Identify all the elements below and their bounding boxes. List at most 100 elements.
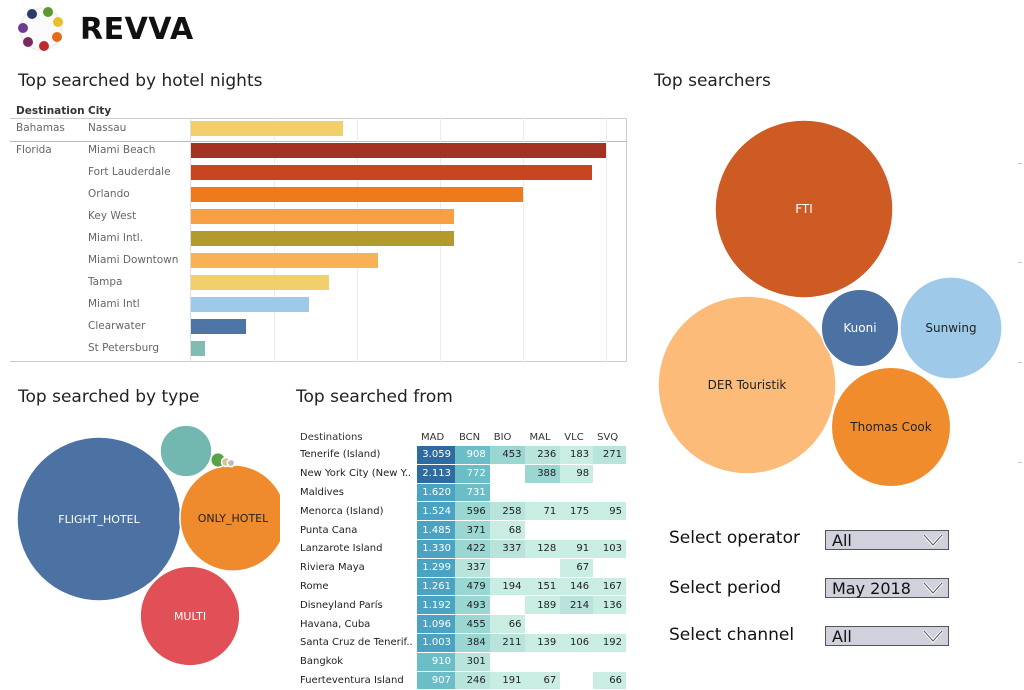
value-cell[interactable]: 907 bbox=[416, 671, 455, 690]
value-cell[interactable] bbox=[525, 614, 561, 634]
value-cell[interactable]: 301 bbox=[454, 652, 490, 672]
value-cell[interactable] bbox=[593, 520, 626, 540]
bubble[interactable] bbox=[657, 295, 837, 475]
value-cell[interactable] bbox=[593, 614, 626, 634]
value-cell[interactable]: 66 bbox=[489, 614, 526, 634]
value-cell[interactable]: 191 bbox=[489, 671, 526, 690]
value-cell[interactable]: 422 bbox=[454, 539, 490, 559]
value-cell[interactable]: 493 bbox=[454, 595, 490, 616]
value-cell[interactable] bbox=[525, 483, 561, 503]
bubble[interactable] bbox=[159, 424, 213, 478]
operator-dropdown[interactable]: All bbox=[825, 530, 949, 550]
value-cell[interactable]: 91 bbox=[560, 539, 594, 559]
value-cell[interactable]: 95 bbox=[593, 501, 626, 522]
value-cell[interactable]: 106 bbox=[560, 633, 594, 653]
value-cell[interactable]: 337 bbox=[454, 558, 490, 578]
value-cell[interactable]: 66 bbox=[593, 671, 626, 690]
hotel-nights-bar[interactable] bbox=[191, 121, 344, 136]
value-cell[interactable]: 388 bbox=[525, 464, 561, 484]
value-cell[interactable]: 1.524 bbox=[416, 501, 455, 522]
hotel-nights-bar[interactable] bbox=[191, 231, 454, 246]
value-cell[interactable] bbox=[489, 558, 526, 578]
value-cell[interactable] bbox=[489, 483, 526, 503]
value-cell[interactable] bbox=[525, 652, 561, 672]
value-cell[interactable] bbox=[593, 652, 626, 672]
bubble[interactable] bbox=[714, 119, 894, 299]
value-cell[interactable]: 1.330 bbox=[416, 539, 455, 559]
value-cell[interactable]: 192 bbox=[593, 633, 626, 653]
value-cell[interactable]: 194 bbox=[489, 577, 526, 597]
value-cell[interactable]: 71 bbox=[525, 501, 561, 522]
value-cell[interactable]: 910 bbox=[416, 652, 455, 672]
hotel-nights-bar[interactable] bbox=[191, 209, 454, 224]
hotel-nights-bar[interactable] bbox=[191, 341, 205, 356]
value-cell[interactable]: 214 bbox=[560, 595, 594, 616]
hotel-nights-bar[interactable] bbox=[191, 187, 523, 202]
value-cell[interactable]: 455 bbox=[454, 614, 490, 634]
value-cell[interactable]: 596 bbox=[454, 501, 490, 522]
value-cell[interactable] bbox=[489, 464, 526, 484]
value-cell[interactable]: 908 bbox=[454, 446, 490, 465]
value-cell[interactable]: 175 bbox=[560, 501, 594, 522]
value-cell[interactable] bbox=[593, 464, 626, 484]
bubble[interactable] bbox=[139, 565, 241, 667]
hotel-nights-bar[interactable] bbox=[191, 319, 247, 334]
value-cell[interactable]: 68 bbox=[489, 520, 526, 540]
value-cell[interactable]: 1.096 bbox=[416, 614, 455, 634]
value-cell[interactable]: 731 bbox=[454, 483, 490, 503]
hotel-nights-bar[interactable] bbox=[191, 297, 309, 312]
value-cell[interactable]: 258 bbox=[489, 501, 526, 522]
value-cell[interactable]: 146 bbox=[560, 577, 594, 597]
value-cell[interactable] bbox=[489, 595, 526, 616]
value-cell[interactable]: 1.299 bbox=[416, 558, 455, 578]
value-cell[interactable] bbox=[560, 671, 594, 690]
hotel-nights-bar[interactable] bbox=[191, 275, 330, 290]
period-dropdown[interactable]: May 2018 bbox=[825, 578, 949, 598]
value-cell[interactable]: 384 bbox=[454, 633, 490, 653]
value-cell[interactable]: 1.192 bbox=[416, 595, 455, 616]
value-cell[interactable]: 453 bbox=[489, 446, 526, 465]
bubble[interactable] bbox=[820, 288, 900, 368]
value-cell[interactable]: 2.113 bbox=[416, 464, 455, 484]
value-cell[interactable] bbox=[560, 520, 594, 540]
value-cell[interactable] bbox=[525, 520, 561, 540]
value-cell[interactable] bbox=[593, 558, 626, 578]
value-cell[interactable] bbox=[560, 652, 594, 672]
value-cell[interactable]: 136 bbox=[593, 595, 626, 616]
value-cell[interactable]: 67 bbox=[525, 671, 561, 690]
value-cell[interactable]: 3.059 bbox=[416, 446, 455, 465]
bubble[interactable] bbox=[830, 366, 952, 488]
value-cell[interactable] bbox=[525, 558, 561, 578]
channel-dropdown[interactable]: All bbox=[825, 626, 949, 646]
value-cell[interactable]: 103 bbox=[593, 539, 626, 559]
value-cell[interactable]: 151 bbox=[525, 577, 561, 597]
value-cell[interactable]: 371 bbox=[454, 520, 490, 540]
hotel-nights-bar[interactable] bbox=[191, 165, 593, 180]
value-cell[interactable]: 211 bbox=[489, 633, 526, 653]
value-cell[interactable]: 139 bbox=[525, 633, 561, 653]
value-cell[interactable] bbox=[560, 614, 594, 634]
value-cell[interactable] bbox=[560, 483, 594, 503]
value-cell[interactable]: 236 bbox=[525, 446, 561, 465]
hotel-nights-bar[interactable] bbox=[191, 143, 606, 158]
value-cell[interactable] bbox=[489, 652, 526, 672]
bubble[interactable] bbox=[899, 276, 1003, 380]
value-cell[interactable]: 128 bbox=[525, 539, 561, 559]
value-cell[interactable]: 1.620 bbox=[416, 483, 455, 503]
value-cell[interactable]: 189 bbox=[525, 595, 561, 616]
bubble[interactable] bbox=[226, 458, 236, 468]
value-cell[interactable]: 337 bbox=[489, 539, 526, 559]
value-cell[interactable]: 1.261 bbox=[416, 577, 455, 597]
value-cell[interactable]: 1.485 bbox=[416, 520, 455, 540]
hotel-nights-bar[interactable] bbox=[191, 253, 378, 268]
value-cell[interactable]: 246 bbox=[454, 671, 490, 690]
value-cell[interactable] bbox=[593, 483, 626, 503]
value-cell[interactable]: 167 bbox=[593, 577, 626, 597]
value-cell[interactable]: 479 bbox=[454, 577, 490, 597]
value-cell[interactable]: 772 bbox=[454, 464, 490, 484]
value-cell[interactable]: 67 bbox=[560, 558, 594, 578]
value-cell[interactable]: 271 bbox=[593, 446, 626, 465]
value-cell[interactable]: 98 bbox=[560, 464, 594, 484]
value-cell[interactable]: 1.003 bbox=[416, 633, 455, 653]
value-cell[interactable]: 183 bbox=[560, 446, 594, 465]
